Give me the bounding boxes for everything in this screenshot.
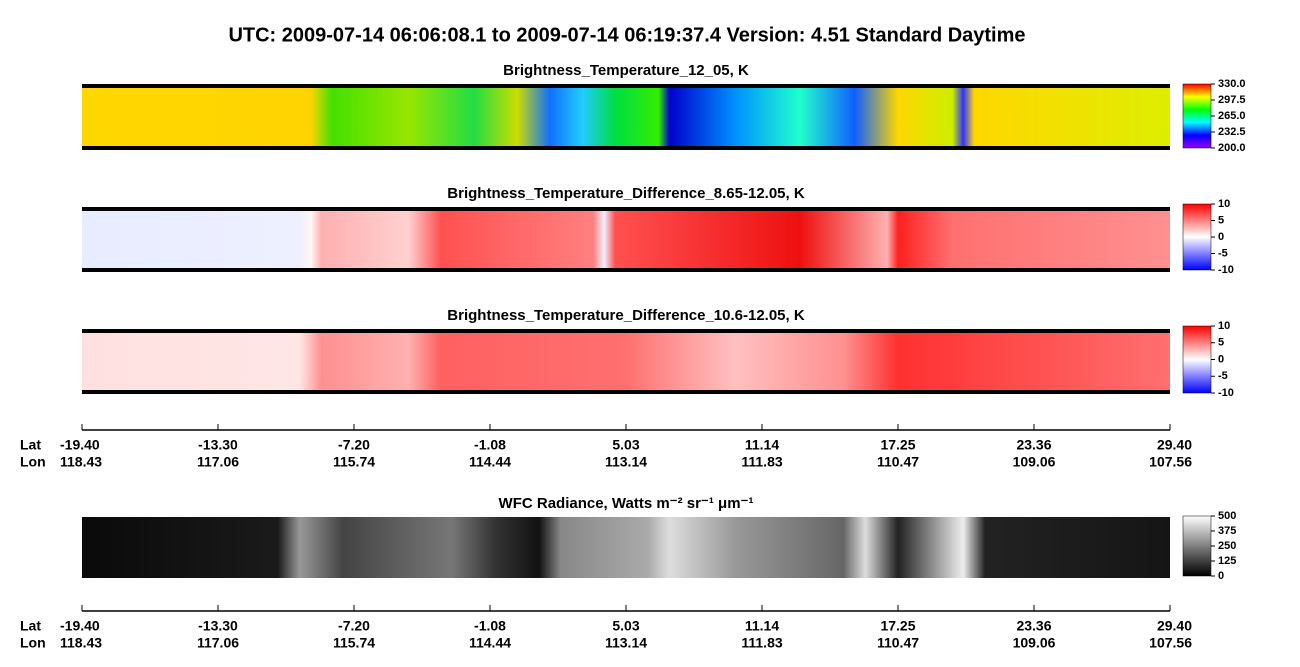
lat-tick-label: 11.14 <box>745 618 779 634</box>
image-strip <box>82 517 1170 578</box>
colorbar-tick-label: 10 <box>1218 320 1230 332</box>
lon-tick-label: 110.47 <box>877 454 919 470</box>
colorbar-tick-label: 250 <box>1218 540 1236 552</box>
lon-tick-label: 107.56 <box>1149 454 1192 470</box>
lon-tick-label: 109.06 <box>1013 635 1056 651</box>
colorbar-tick-label: 232.5 <box>1218 126 1246 138</box>
lon-tick-label: 115.74 <box>333 454 375 470</box>
lat-tick-label: -13.30 <box>198 618 238 634</box>
colorbar-tick-label: -5 <box>1218 370 1228 382</box>
swath-edge <box>82 146 1170 150</box>
panel-title: Brightness_Temperature_Difference_8.65-1… <box>447 185 805 202</box>
panel-title: Brightness_Temperature_12_05, K <box>503 62 749 79</box>
colorbar-tick-label: 0 <box>1218 570 1224 582</box>
swath-edge <box>82 84 1170 88</box>
colorbar-tick-label: -10 <box>1218 264 1234 276</box>
lon-tick-label: 113.14 <box>605 635 647 651</box>
lat-tick-label: 23.36 <box>1016 437 1051 453</box>
colorbar <box>1182 515 1212 577</box>
lon-label: Lon <box>20 635 46 651</box>
lon-label: Lon <box>20 454 46 470</box>
image-strip <box>82 84 1170 150</box>
panel-title: WFC Radiance, Watts m⁻² sr⁻¹ μm⁻¹ <box>499 495 754 512</box>
lon-tick-label: 111.83 <box>741 454 782 470</box>
lat-tick-label: -19.40 <box>60 618 100 634</box>
colorbar-tick-label: 265.0 <box>1218 110 1246 122</box>
lon-tick-label: 111.83 <box>741 635 782 651</box>
lon-tick-label: 115.74 <box>333 635 375 651</box>
image-strip <box>82 207 1170 272</box>
colorbar-tick-label: 200.0 <box>1218 142 1246 154</box>
swath-edge <box>82 207 1170 211</box>
lon-tick-label: 114.44 <box>469 454 511 470</box>
lon-tick-label: 118.43 <box>60 454 102 470</box>
lon-tick-label: 114.44 <box>469 635 511 651</box>
lat-tick-label: 5.03 <box>612 437 639 453</box>
panel-title: Brightness_Temperature_Difference_10.6-1… <box>447 307 805 324</box>
image-strip <box>82 329 1170 394</box>
lat-tick-label: -19.40 <box>60 437 100 453</box>
colorbar-tick-label: 330.0 <box>1218 78 1246 90</box>
lat-label: Lat <box>20 437 41 453</box>
lon-tick-label: 118.43 <box>60 635 102 651</box>
colorbar <box>1182 203 1212 271</box>
lat-label: Lat <box>20 618 41 634</box>
lat-tick-label: 5.03 <box>612 618 639 634</box>
colorbar-tick-label: 10 <box>1218 198 1230 210</box>
swath-edge <box>82 329 1170 333</box>
lat-tick-label: 17.25 <box>880 618 915 634</box>
lat-tick-label: -7.20 <box>338 437 370 453</box>
colorbar-tick-label: -10 <box>1218 387 1234 399</box>
lon-tick-label: 109.06 <box>1013 454 1056 470</box>
colorbar-tick-label: 125 <box>1218 555 1236 567</box>
lon-tick-label: 113.14 <box>605 454 647 470</box>
lat-tick-label: -1.08 <box>474 437 506 453</box>
colorbar <box>1182 83 1212 149</box>
lat-tick-label: -7.20 <box>338 618 370 634</box>
swath-edge <box>82 268 1170 272</box>
colorbar-tick-label: -5 <box>1218 247 1228 259</box>
colorbar-tick-label: 5 <box>1218 337 1224 349</box>
swath-edge <box>82 390 1170 394</box>
lat-tick-label: -1.08 <box>474 618 506 634</box>
lat-tick-label: 17.25 <box>880 437 915 453</box>
colorbar-tick-label: 5 <box>1218 214 1224 226</box>
colorbar-tick-label: 0 <box>1218 353 1224 365</box>
lon-tick-label: 110.47 <box>877 635 919 651</box>
lat-tick-label: 29.40 <box>1157 618 1192 634</box>
lon-tick-label: 117.06 <box>197 454 239 470</box>
colorbar-tick-label: 297.5 <box>1218 94 1246 106</box>
lat-tick-label: 23.36 <box>1016 618 1051 634</box>
lat-tick-label: 29.40 <box>1157 437 1192 453</box>
colorbar-tick-label: 375 <box>1218 525 1236 537</box>
lat-tick-label: 11.14 <box>745 437 779 453</box>
lon-tick-label: 117.06 <box>197 635 239 651</box>
colorbar-tick-label: 0 <box>1218 231 1224 243</box>
colorbar-tick-label: 500 <box>1218 510 1236 522</box>
colorbar <box>1182 325 1212 394</box>
lat-tick-label: -13.30 <box>198 437 238 453</box>
lon-tick-label: 107.56 <box>1149 635 1192 651</box>
page-title: UTC: 2009-07-14 06:06:08.1 to 2009-07-14… <box>228 24 1025 46</box>
